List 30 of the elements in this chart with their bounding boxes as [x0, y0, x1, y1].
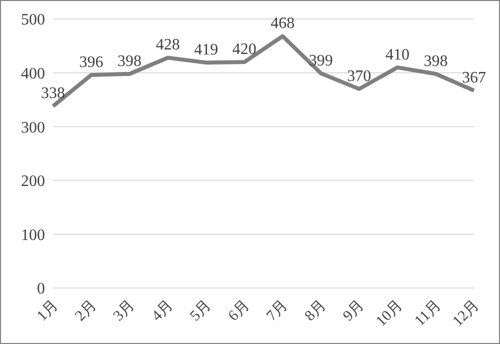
- data-label: 338: [41, 85, 65, 102]
- x-tick-label: 4月: [149, 297, 176, 324]
- x-tick-label: 5月: [187, 297, 215, 324]
- data-label: 367: [462, 70, 486, 87]
- y-tick-label: 200: [21, 173, 45, 190]
- x-tick-label: 11月: [412, 297, 444, 330]
- data-label: 370: [347, 68, 372, 85]
- x-tick-label: 8月: [302, 297, 330, 324]
- x-tick-label: 10月: [373, 297, 406, 330]
- x-tick-label: 3月: [110, 297, 138, 324]
- x-tick-label: 1月: [34, 297, 62, 324]
- data-label: 398: [424, 52, 448, 70]
- x-tick-label: 6月: [226, 297, 253, 324]
- data-label: 410: [385, 46, 410, 64]
- data-label: 396: [79, 54, 104, 71]
- data-label: 399: [308, 52, 333, 70]
- x-tick-label: 9月: [340, 297, 368, 324]
- data-label: 419: [194, 42, 218, 59]
- data-label: 420: [232, 41, 256, 58]
- y-tick-label: 400: [21, 65, 45, 82]
- data-label: 398: [118, 52, 142, 70]
- y-tick-label: 0: [37, 280, 45, 298]
- y-tick-label: 300: [21, 119, 45, 136]
- y-tick-label: 100: [21, 226, 45, 244]
- x-tick-label: 2月: [72, 297, 100, 324]
- data-label: 428: [156, 36, 180, 54]
- x-tick-label: 12月: [450, 297, 482, 330]
- y-tick-label: 500: [21, 12, 45, 29]
- data-label: 468: [270, 15, 295, 32]
- x-tick-label: 7月: [264, 297, 292, 324]
